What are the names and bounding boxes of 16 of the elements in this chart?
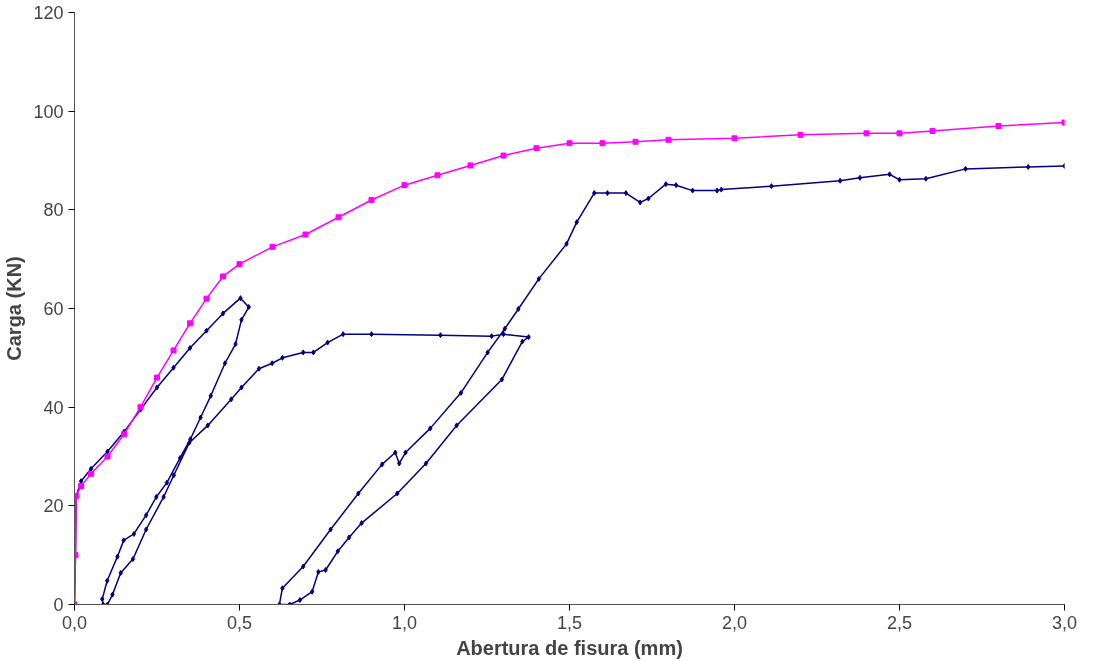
x-tick-label: 3,0 [1051, 612, 1078, 633]
x-axis-title: Abertura de fisura (mm) [456, 636, 683, 659]
y-tick-label: 40 [43, 397, 64, 418]
x-tick-label: 0,0 [61, 612, 88, 633]
y-axis-title: Carga (KN) [3, 256, 26, 361]
x-tick-label: 2,5 [886, 612, 913, 633]
x-tick-label: 0,5 [226, 612, 253, 633]
y-tick-label: 60 [43, 299, 64, 319]
x-tick-label: 2,0 [721, 612, 748, 633]
y-tick-label: 120 [33, 3, 64, 23]
y-tick-label: 100 [33, 101, 64, 122]
y-tick-label: 20 [43, 496, 64, 517]
x-tick-label: 1,0 [391, 612, 418, 633]
x-tick-label: 1,5 [556, 612, 583, 633]
y-tick-label: 80 [43, 200, 64, 221]
y-tick-label: 0 [53, 595, 64, 615]
